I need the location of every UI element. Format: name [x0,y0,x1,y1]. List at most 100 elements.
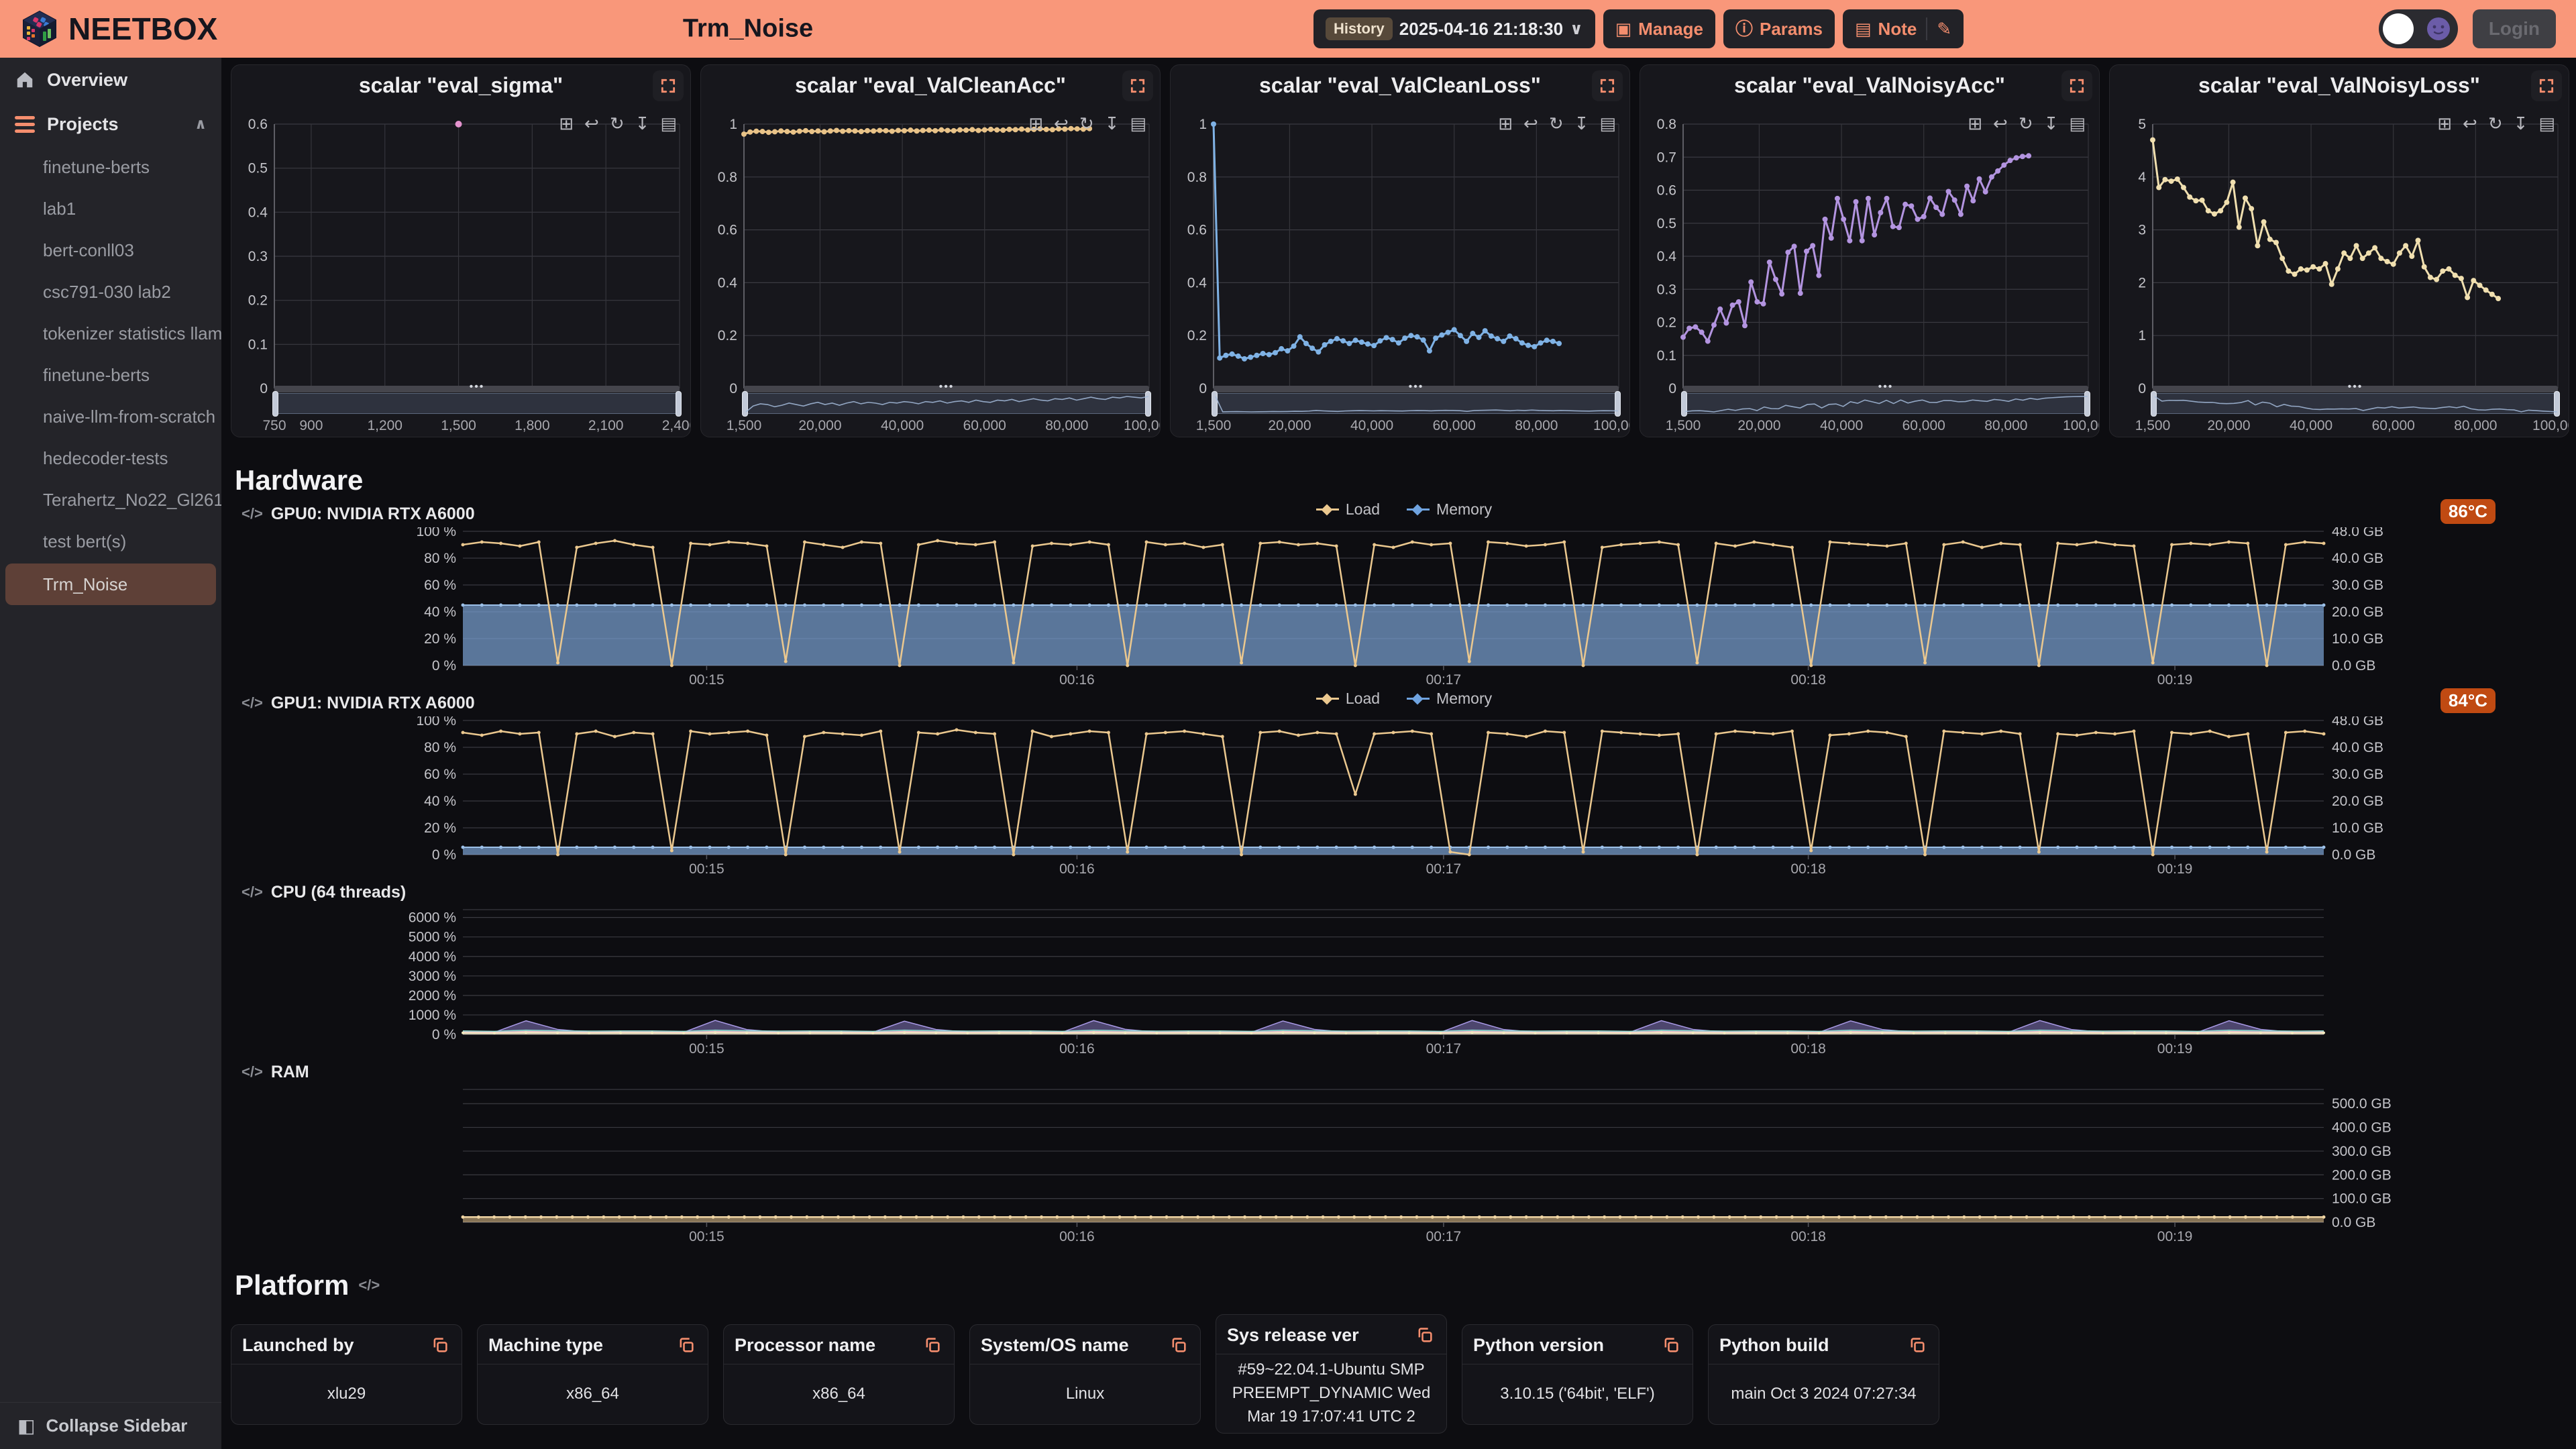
datazoom-handle-right[interactable] [1145,391,1151,417]
legend-item-load[interactable]: Load [1316,500,1380,519]
copy-icon[interactable] [1659,1333,1683,1357]
refresh-icon[interactable]: ↻ [609,113,625,133]
datazoom-track[interactable]: ••• [274,381,680,392]
sidebar-project-item[interactable]: lab1 [43,198,76,219]
data-view-icon[interactable]: ▤ [660,113,677,133]
copy-icon[interactable] [428,1333,452,1357]
legend-item-load[interactable]: Load [1316,690,1380,708]
datazoom-window[interactable] [1681,391,2090,417]
zoom-box-icon[interactable]: ⊞ [2437,113,2453,133]
expand-chart-button[interactable] [2061,70,2092,101]
datazoom-track[interactable]: ••• [1683,381,2088,392]
datazoom-slider[interactable]: ••• [1681,381,2090,417]
chart-canvas[interactable]: 0 0.1 0.2 0.3 0.4 0.5 0.6 0.7 0.8 1,500 20,000 40,0… [1640,96,2114,435]
datazoom-grip[interactable]: ••• [1878,381,1894,392]
expand-chart-button[interactable] [653,70,684,101]
sidebar-project-item[interactable]: naive-llm-from-scratch [43,406,216,427]
download-icon[interactable]: ↧ [2513,113,2528,133]
refresh-icon[interactable]: ↻ [1548,113,1564,133]
restore-icon[interactable]: ↩ [1993,113,2008,133]
restore-icon[interactable]: ↩ [1054,113,1069,133]
sidebar-item-overview[interactable]: Overview [0,58,221,102]
datazoom-slider[interactable]: ••• [272,381,682,417]
sidebar-project-item[interactable]: csc791-030 lab2 [43,281,171,302]
datazoom-handle-right[interactable] [1615,391,1621,417]
data-view-icon[interactable]: ▤ [1130,113,1146,133]
collapse-sidebar-button[interactable]: ◧ Collapse Sidebar [0,1402,221,1449]
download-icon[interactable]: ↧ [1574,113,1589,133]
data-view-icon[interactable]: ▤ [1599,113,1616,133]
datazoom-handle-left[interactable] [272,391,278,417]
app-logo[interactable]: NEETBOX [20,9,217,48]
datazoom-handle-left[interactable] [1212,391,1218,417]
refresh-icon[interactable]: ↻ [1079,113,1094,133]
ram-chart[interactable]: 0.0 GB 100.0 GB 200.0 GB 300.0 GB 400.0 GB 50… [231,1085,2398,1246]
datazoom-handle-right[interactable] [2554,391,2560,417]
chart-canvas[interactable]: 0 1 2 3 4 5 1,500 20,000 40,000 60,000 80,000 100,0… [2110,96,2576,435]
sidebar-project-item[interactable]: finetune-berts [43,364,150,385]
legend-item-memory[interactable]: Memory [1407,500,1492,519]
copy-icon[interactable] [1413,1323,1437,1347]
datazoom-track[interactable]: ••• [1214,381,1619,392]
sidebar-project-item[interactable]: finetune-berts [43,156,150,177]
datazoom-handle-left[interactable] [1681,391,1687,417]
datazoom-window[interactable] [742,391,1151,417]
datazoom-grip[interactable]: ••• [2347,381,2363,392]
data-view-icon[interactable]: ▤ [2069,113,2086,133]
restore-icon[interactable]: ↩ [2463,113,2477,133]
zoom-box-icon[interactable]: ⊞ [1028,113,1044,133]
chevron-up-icon[interactable]: ∧ [195,115,207,132]
datazoom-grip[interactable]: ••• [469,381,485,392]
copy-icon[interactable] [674,1333,698,1357]
expand-chart-button[interactable] [1592,70,1623,101]
copy-icon[interactable] [920,1333,945,1357]
sidebar-item-projects[interactable]: Projects ∧ [0,102,221,146]
datazoom-handle-left[interactable] [742,391,748,417]
zoom-box-icon[interactable]: ⊞ [559,113,574,133]
theme-toggle[interactable] [2378,9,2458,48]
expand-chart-button[interactable] [1122,70,1153,101]
datazoom-grip[interactable]: ••• [938,381,955,392]
datazoom-handle-right[interactable] [676,391,682,417]
restore-icon[interactable]: ↩ [1523,113,1538,133]
datazoom-window[interactable] [2151,391,2560,417]
datazoom-track[interactable]: ••• [2153,381,2558,392]
datazoom-window[interactable] [1212,391,1621,417]
datazoom-slider[interactable]: ••• [742,381,1151,417]
edit-pencil-icon[interactable]: ✎ [1937,19,1952,39]
restore-icon[interactable]: ↩ [584,113,599,133]
zoom-box-icon[interactable]: ⊞ [1498,113,1513,133]
sidebar-project-item[interactable]: bert-conll03 [43,239,134,260]
datazoom-slider[interactable]: ••• [2151,381,2560,417]
copy-icon[interactable] [1167,1333,1191,1357]
sidebar-project-item[interactable]: Terahertz_No22_Gl261_gl... [43,489,221,510]
datazoom-track[interactable]: ••• [744,381,1149,392]
refresh-icon[interactable]: ↻ [2487,113,2503,133]
download-icon[interactable]: ↧ [2043,113,2059,133]
params-button[interactable]: ⓘ Params [1723,9,1835,48]
download-icon[interactable]: ↧ [635,113,650,133]
sidebar-project-item[interactable]: test bert(s) [43,531,127,551]
cpu-chart[interactable]: 0 % 1000 % 2000 % 3000 % 4000 % 5000 % 6000 % 0… [231,906,2398,1059]
gpu0-chart[interactable]: 0 % 0.0 GB 20 % 10.0 GB 40 % 20.0 GB 60 % 30.0 … [231,524,2398,690]
sidebar-project-item[interactable]: Trm_Noise [5,564,216,605]
sidebar-project-item[interactable]: tokenizer statistics llama... [43,323,221,343]
login-button[interactable]: Login [2472,9,2556,48]
copy-icon[interactable] [1905,1333,1929,1357]
zoom-box-icon[interactable]: ⊞ [1968,113,1983,133]
gpu1-chart[interactable]: 0 % 0.0 GB 20 % 10.0 GB 40 % 20.0 GB 60 % 30.0 … [231,713,2398,879]
datazoom-handle-right[interactable] [2084,391,2090,417]
legend-item-memory[interactable]: Memory [1407,690,1492,708]
manage-button[interactable]: ▣ Manage [1603,9,1715,48]
datazoom-window[interactable] [272,391,682,417]
data-view-icon[interactable]: ▤ [2538,113,2555,133]
datazoom-grip[interactable]: ••• [1408,381,1424,392]
datazoom-handle-left[interactable] [2151,391,2157,417]
chart-canvas[interactable]: 0 0.1 0.2 0.3 0.4 0.5 0.6 750 900 1,200 1,500 1,800… [231,96,697,435]
refresh-icon[interactable]: ↻ [2018,113,2033,133]
note-button[interactable]: ▤ Note ✎ [1842,9,1964,48]
expand-chart-button[interactable] [2531,70,2562,101]
chart-canvas[interactable]: 0 0.2 0.4 0.6 0.8 1 1,500 20,000 40,000 60,000 80,… [701,96,1175,435]
sidebar-project-item[interactable]: hedecoder-tests [43,447,168,468]
history-dropdown[interactable]: History 2025-04-16 21:18:30 ∨ [1313,9,1595,48]
